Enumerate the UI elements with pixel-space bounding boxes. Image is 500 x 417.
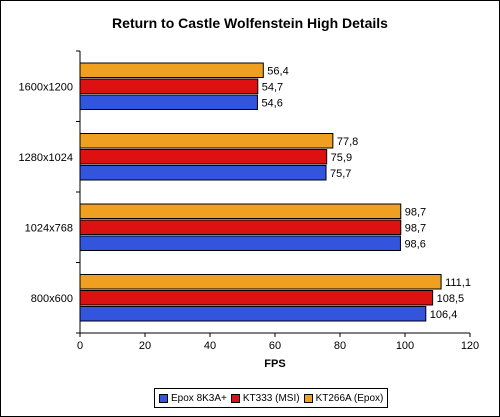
category-label: 1600x1200 bbox=[19, 81, 73, 93]
data-label: 56,4 bbox=[267, 65, 288, 77]
x-axis-title: FPS bbox=[264, 358, 285, 370]
legend-label: Epox 8K3A+ bbox=[171, 392, 227, 404]
category-label: 1280x1024 bbox=[19, 152, 73, 164]
bar bbox=[79, 290, 434, 306]
x-tick-label: 120 bbox=[461, 340, 479, 352]
data-label: 54,7 bbox=[262, 81, 283, 93]
bar bbox=[79, 78, 259, 94]
x-tick-label: 80 bbox=[334, 340, 346, 352]
chart-legend: Epox 8K3A+ KT333 (MSI) KT266A (Epox) bbox=[154, 388, 389, 408]
x-tick-label: 20 bbox=[139, 340, 151, 352]
data-label: 111,1 bbox=[445, 277, 471, 289]
data-label: 75,9 bbox=[331, 152, 352, 164]
bar bbox=[79, 203, 402, 219]
data-label: 54,6 bbox=[261, 97, 282, 109]
data-label: 98,6 bbox=[404, 238, 425, 250]
category-label: 800x600 bbox=[31, 293, 73, 305]
data-label: 77,8 bbox=[337, 136, 358, 148]
x-tick-label: 0 bbox=[77, 340, 83, 352]
bar bbox=[79, 62, 264, 78]
legend-swatch bbox=[230, 393, 240, 403]
bar bbox=[79, 219, 402, 235]
chart-title: Return to Castle Wolfenstein High Detail… bbox=[112, 15, 388, 31]
data-label: 108,5 bbox=[437, 293, 465, 305]
x-tick-label: 60 bbox=[269, 340, 281, 352]
legend-label: KT266A (Epox) bbox=[315, 392, 384, 404]
legend-swatch bbox=[159, 393, 168, 403]
bar bbox=[79, 274, 442, 290]
bar bbox=[79, 94, 258, 110]
bar bbox=[79, 165, 327, 181]
legend-swatch bbox=[303, 393, 313, 403]
bar bbox=[79, 149, 328, 165]
x-tick-label: 40 bbox=[204, 340, 216, 352]
legend-item: Epox 8K3A+ bbox=[159, 393, 227, 404]
data-label: 106,4 bbox=[430, 309, 458, 321]
category-label: 1024x768 bbox=[25, 222, 73, 234]
legend-label: KT333 (MSI) bbox=[242, 392, 300, 404]
data-label: 98,7 bbox=[405, 206, 426, 218]
bar bbox=[79, 235, 401, 251]
x-tick-label: 100 bbox=[396, 340, 414, 352]
legend-item: KT266A (Epox) bbox=[303, 392, 384, 404]
bar bbox=[79, 306, 427, 322]
legend-item: KT333 (MSI) bbox=[230, 392, 300, 404]
bar bbox=[79, 133, 334, 149]
data-label: 98,7 bbox=[405, 222, 426, 234]
data-label: 75,7 bbox=[330, 168, 351, 180]
